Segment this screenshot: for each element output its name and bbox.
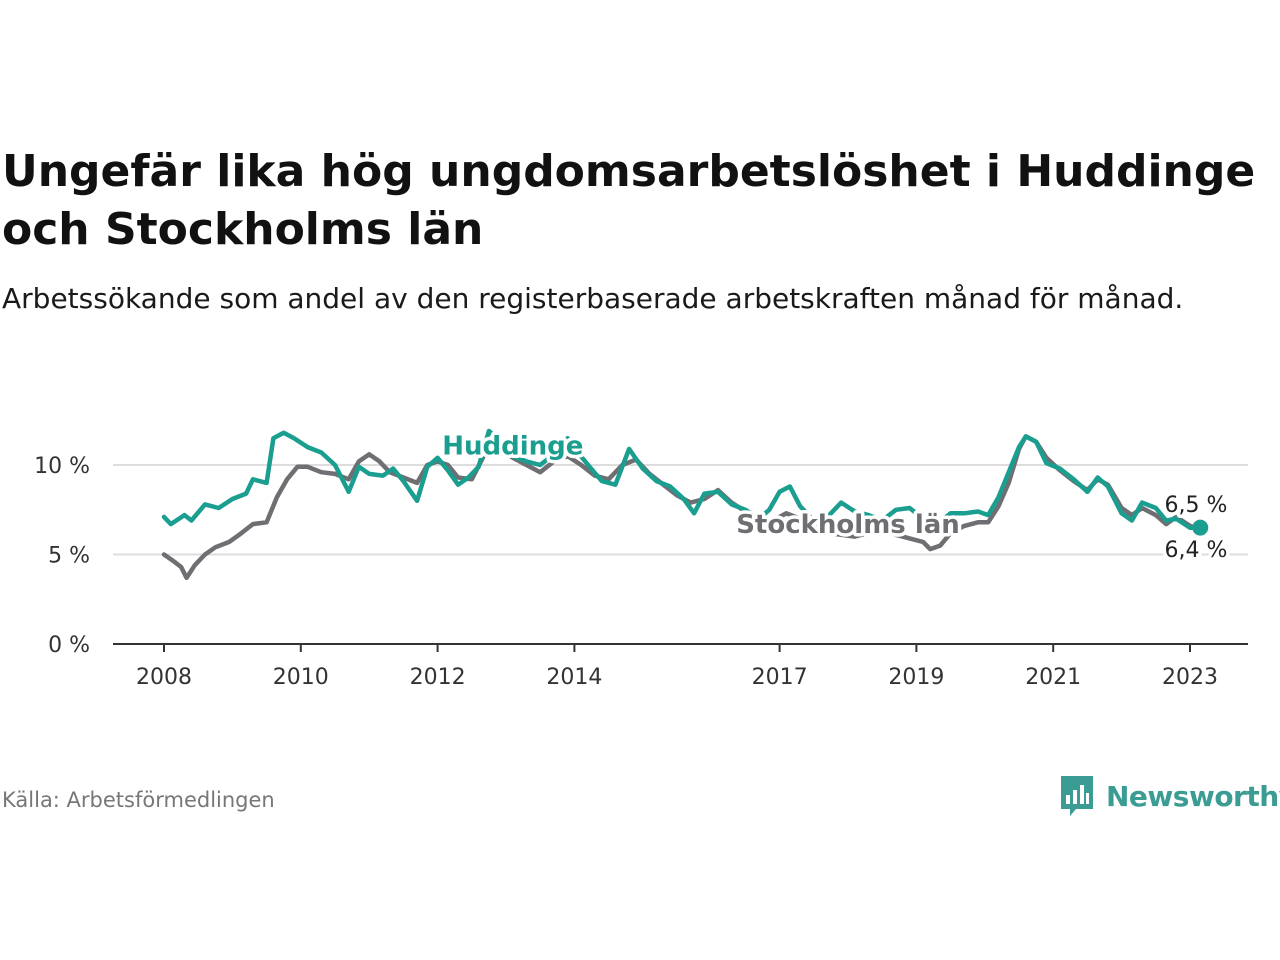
brand-name: Newsworthy	[1106, 779, 1280, 813]
y-tick-label: 0 %	[48, 633, 90, 658]
stockholm-label: Stockholms län	[736, 510, 960, 540]
y-tick-label: 5 %	[48, 544, 90, 569]
stockholm-end-label-halo: 6,4 %	[1165, 538, 1228, 563]
chart-subtitle: Arbetssökande som andel av den registerb…	[2, 282, 1184, 315]
axes: 0 % 5 % 10 % 2008 2010 2012 2014 2017 2019 2021 20…	[34, 454, 1248, 690]
huddinge-line	[161, 428, 1203, 530]
grid-lines	[113, 464, 1248, 556]
x-tick-label: 2014	[546, 665, 602, 690]
x-tick-label: 2012	[410, 665, 466, 690]
huddinge-label-halo: Huddinge	[442, 431, 583, 461]
source-note: Källa: Arbetsförmedlingen	[2, 788, 275, 812]
chart-title: Ungefär lika hög ungdomsarbetslöshet i H…	[2, 146, 1256, 255]
huddinge-label: Huddinge	[442, 431, 583, 461]
stockholm-label-halo: Stockholms län	[736, 510, 960, 540]
series-lines	[161, 428, 1209, 581]
x-tick-label: 2010	[273, 665, 329, 690]
x-tick-label: 2023	[1162, 665, 1218, 690]
huddinge-end-point	[1192, 519, 1209, 536]
brand-logo: Newsworthy	[1058, 772, 1280, 820]
stockholm-end-label: 6,4 %	[1165, 538, 1228, 563]
huddinge-end-label: 6,5 %	[1165, 493, 1228, 518]
x-tick-label: 2017	[752, 665, 808, 690]
y-tick-label: 10 %	[34, 454, 90, 479]
bar-chart-icon	[1061, 776, 1093, 816]
line-chart: 0 % 5 % 10 % 2008 2010 2012 2014 2017 2019 2021 20…	[34, 428, 1248, 690]
huddinge-end-label-halo: 6,5 %	[1165, 493, 1228, 518]
x-tick-label: 2019	[888, 665, 944, 690]
x-tick-label: 2021	[1025, 665, 1081, 690]
x-tick-label: 2008	[136, 665, 192, 690]
